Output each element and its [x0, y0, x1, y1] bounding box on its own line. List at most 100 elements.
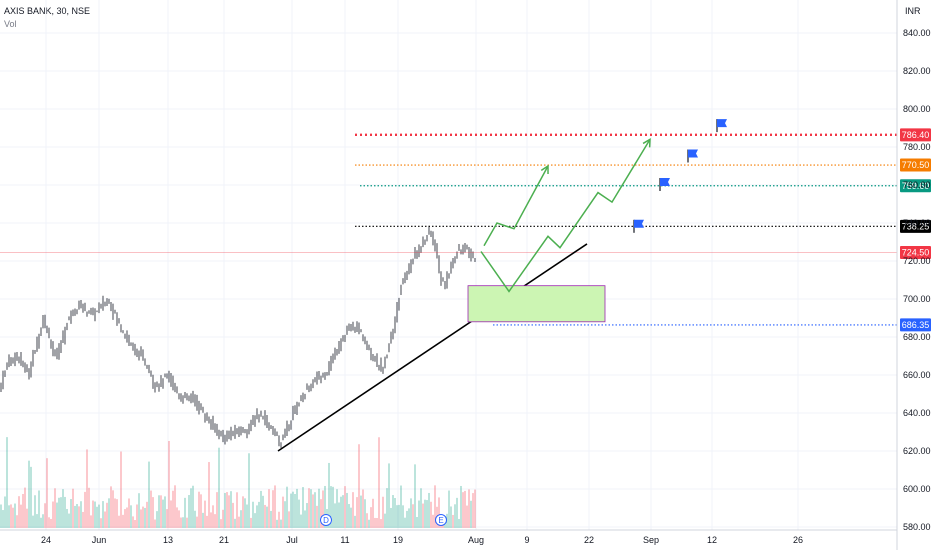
volume-bar: [412, 504, 414, 528]
volume-label[interactable]: Vol: [4, 19, 17, 29]
volume-bar: [432, 514, 434, 528]
projection-path-main: [480, 139, 651, 293]
flag-icon: [633, 219, 644, 233]
volume-bar: [386, 488, 388, 528]
volume-bar: [364, 499, 366, 528]
price-level-tag: [900, 219, 931, 233]
volume-bar: [254, 513, 256, 528]
volume-bar: [156, 511, 158, 528]
volume-bar: [148, 461, 150, 528]
y-tick-label: 820.00: [903, 66, 931, 76]
price-level-label: 786.40: [902, 130, 930, 140]
volume-bar: [324, 485, 326, 528]
volume-bar: [388, 463, 390, 528]
flag-icon: [659, 178, 670, 191]
price-level-tag: [900, 158, 931, 172]
volume-bar: [236, 492, 238, 528]
volume-bar: [12, 507, 14, 528]
volume-bar: [294, 494, 296, 528]
volume-bar: [160, 495, 162, 528]
volume-bar: [112, 490, 114, 528]
projection-path-alt: [483, 165, 549, 247]
volume-bar: [86, 449, 88, 528]
volume-bar: [34, 495, 36, 528]
volume-bar: [422, 503, 424, 528]
volume-bar: [128, 498, 130, 528]
volume-bar: [6, 437, 8, 528]
volume-bar: [462, 492, 464, 528]
volume-bar: [250, 517, 252, 528]
volume-bar: [270, 510, 272, 528]
volume-bar: [230, 491, 232, 528]
volume-bar: [274, 485, 276, 528]
volume-bar: [376, 517, 378, 528]
y-tick-label: 800.00: [903, 104, 931, 114]
volume-bar: [170, 500, 172, 528]
price-level-tag: [900, 179, 931, 193]
volume-bar: [58, 497, 60, 528]
volume-bar: [44, 503, 46, 528]
volume-bar: [426, 500, 428, 528]
volume-bar: [16, 515, 18, 528]
volume-bar: [18, 496, 20, 528]
volume-bar: [246, 504, 248, 528]
volume-bar: [342, 495, 344, 528]
volume-bar: [472, 493, 474, 528]
volume-bar: [264, 504, 266, 528]
volume-bar: [362, 489, 364, 528]
x-tick-label: 9: [524, 535, 529, 545]
volume-bar: [454, 504, 456, 528]
volume-bar: [232, 502, 234, 528]
volume-bar: [260, 490, 262, 528]
grid: [0, 0, 897, 530]
volume-bar: [22, 493, 24, 528]
volume-bar: [218, 447, 220, 528]
volume-bar: [76, 504, 78, 528]
volume-bar: [330, 486, 332, 528]
event-marker-d: [320, 514, 332, 526]
volume-bar: [306, 503, 308, 528]
volume-bar: [184, 497, 186, 528]
volume-bar: [32, 515, 34, 528]
x-tick-label: Aug: [468, 535, 484, 545]
y-tick-label: 700.00: [903, 294, 931, 304]
volume-bar: [212, 505, 214, 528]
volume-bar: [334, 503, 336, 528]
volume-bar: [208, 462, 210, 528]
volume-bar: [336, 489, 338, 528]
volume-bar: [448, 490, 450, 528]
volume-bar: [138, 493, 140, 528]
volume-bar: [234, 518, 236, 528]
volume-bar: [322, 490, 324, 528]
volume-bar: [310, 489, 312, 528]
drawings: [277, 119, 727, 452]
x-tick-label: Jun: [92, 535, 107, 545]
volume-bar: [390, 507, 392, 528]
price-levels: 786.40 770.50 759.60 738.25 724.50 686.35: [0, 128, 931, 332]
volume-bar: [452, 514, 454, 528]
volume-bar: [28, 460, 30, 528]
volume-bar: [66, 508, 68, 528]
volume-bar: [220, 519, 222, 528]
x-tick-label: 13: [163, 535, 173, 545]
symbol-title[interactable]: AXIS BANK, 30, NSE: [4, 6, 91, 16]
volume-bar: [288, 511, 290, 528]
volume-bar: [146, 501, 148, 528]
volume-bar: [36, 514, 38, 528]
volume-bar: [50, 518, 52, 528]
volume-bar: [420, 488, 422, 528]
volume-bar: [416, 517, 418, 528]
volume-bar: [470, 500, 472, 528]
volume-bar: [402, 505, 404, 528]
volume-bar: [56, 502, 58, 528]
volume-bar: [372, 498, 374, 528]
volume-bar: [266, 506, 268, 528]
volume-bar: [38, 490, 40, 528]
volume-bar: [196, 516, 198, 528]
volume-bar: [110, 486, 112, 528]
volume-bar: [204, 500, 206, 528]
volume-bar: [136, 504, 138, 528]
volume-bar: [302, 487, 304, 528]
